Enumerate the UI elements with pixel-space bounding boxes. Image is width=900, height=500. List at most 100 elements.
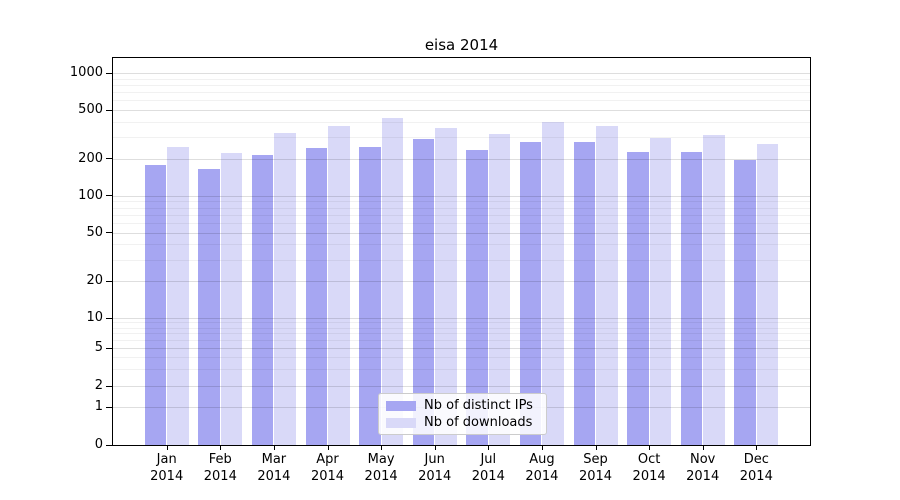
x-tick-mark (541, 446, 543, 450)
y-tick-mark (106, 444, 112, 446)
x-tick-label: Oct 2014 (632, 452, 666, 484)
y-tick-label: 1 (94, 399, 103, 415)
bar-distinct-ips (251, 155, 274, 445)
grid-line-major (113, 386, 810, 387)
y-tick-label: 0 (94, 437, 103, 452)
bar-downloads (596, 126, 618, 445)
bar-distinct-ips (519, 142, 542, 445)
x-tick-label: Aug 2014 (525, 452, 559, 484)
x-tick-mark (702, 446, 704, 450)
grid-line-minor (113, 244, 810, 246)
grid-line-minor (113, 222, 810, 224)
bar-downloads (220, 153, 243, 445)
x-tick-mark (381, 446, 383, 450)
bar-distinct-ips (412, 139, 435, 445)
grid-line-minor (113, 259, 810, 261)
grid-line-minor (113, 92, 810, 94)
grid-line-minor (113, 122, 810, 123)
y-tick-label: 1000 (69, 65, 103, 81)
chart-title: eisa 2014 (424, 36, 499, 54)
bar-downloads (381, 118, 404, 445)
grid-line-minor (113, 137, 810, 139)
legend-swatch-distinct-ips (386, 400, 416, 411)
legend-item-downloads: Nb of downloads (379, 415, 546, 430)
legend-label-downloads: Nb of downloads (424, 415, 533, 430)
grid-line-minor (113, 201, 810, 203)
x-tick-label: Dec 2014 (739, 452, 773, 484)
bar-downloads (488, 134, 511, 445)
grid-line-minor (113, 100, 810, 102)
grid-line-minor (113, 214, 810, 216)
grid-line-minor (113, 207, 810, 209)
y-tick-label: 200 (78, 150, 103, 166)
y-tick-label: 100 (78, 187, 103, 203)
grid-line-minor (113, 327, 810, 329)
grid-line-minor (113, 357, 810, 359)
legend-label-distinct-ips: Nb of distinct IPs (424, 398, 533, 413)
y-tick-label: 2 (94, 378, 103, 393)
x-tick-mark (649, 446, 651, 450)
grid-line-major (113, 318, 810, 320)
x-tick-label: Jul 2014 (471, 452, 505, 484)
bar-downloads (756, 144, 779, 445)
x-tick-label: Nov 2014 (686, 452, 720, 484)
bar-downloads (167, 147, 189, 445)
y-tick-mark (106, 347, 112, 349)
legend-swatch-downloads (386, 417, 416, 428)
y-tick-mark (106, 109, 112, 111)
bar-distinct-ips (680, 151, 703, 445)
x-tick-label: May 2014 (364, 452, 398, 484)
x-tick-mark (273, 446, 275, 450)
grid-line-major (113, 158, 810, 160)
x-tick-mark (327, 446, 329, 450)
plot-area (112, 57, 811, 446)
grid-line-minor (113, 322, 810, 324)
x-tick-label: Sep 2014 (578, 452, 613, 484)
grid-line-minor (113, 78, 810, 80)
bar-downloads (703, 135, 725, 445)
x-tick-label: Jun 2014 (418, 452, 452, 484)
legend: Nb of distinct IPs Nb of downloads (378, 393, 547, 435)
x-tick-label: Jan 2014 (150, 452, 184, 484)
bar-distinct-ips (359, 146, 381, 445)
grid-line-minor (113, 333, 810, 335)
legend-item-distinct-ips: Nb of distinct IPs (379, 398, 546, 413)
y-tick-label: 5 (94, 340, 103, 356)
grid-line-minor (113, 85, 810, 87)
bar-distinct-ips (144, 165, 167, 445)
y-tick-label: 500 (78, 102, 103, 118)
y-tick-label: 50 (86, 224, 103, 240)
x-tick-label: Apr 2014 (310, 452, 345, 484)
y-tick-mark (106, 406, 112, 408)
bar-downloads (649, 137, 672, 445)
y-tick-mark (106, 385, 112, 387)
x-tick-label: Mar 2014 (257, 452, 291, 484)
bar-downloads (435, 127, 457, 445)
y-tick-mark (106, 158, 112, 160)
y-tick-label: 10 (86, 310, 103, 326)
bar-downloads (274, 132, 296, 445)
bar-distinct-ips (305, 147, 327, 445)
x-tick-mark (434, 446, 436, 450)
grid-line-major (113, 281, 810, 283)
x-tick-mark (756, 446, 758, 450)
y-tick-mark (106, 72, 112, 74)
bar-downloads (542, 122, 564, 445)
y-tick-mark (106, 232, 112, 234)
x-tick-mark (488, 446, 490, 450)
grid-line-major (113, 110, 810, 112)
grid-line-major (113, 73, 810, 75)
y-tick-mark (106, 317, 112, 319)
grid-line-major (113, 232, 810, 234)
x-tick-mark (166, 446, 168, 450)
bar-distinct-ips (734, 159, 756, 445)
x-tick-mark (220, 446, 222, 450)
bar-distinct-ips (198, 169, 220, 445)
grid-line-minor (113, 340, 810, 342)
bar-downloads (328, 126, 350, 445)
y-tick-mark (106, 280, 112, 282)
grid-line-major (113, 195, 810, 197)
x-tick-mark (595, 446, 597, 450)
y-tick-mark (106, 195, 112, 197)
